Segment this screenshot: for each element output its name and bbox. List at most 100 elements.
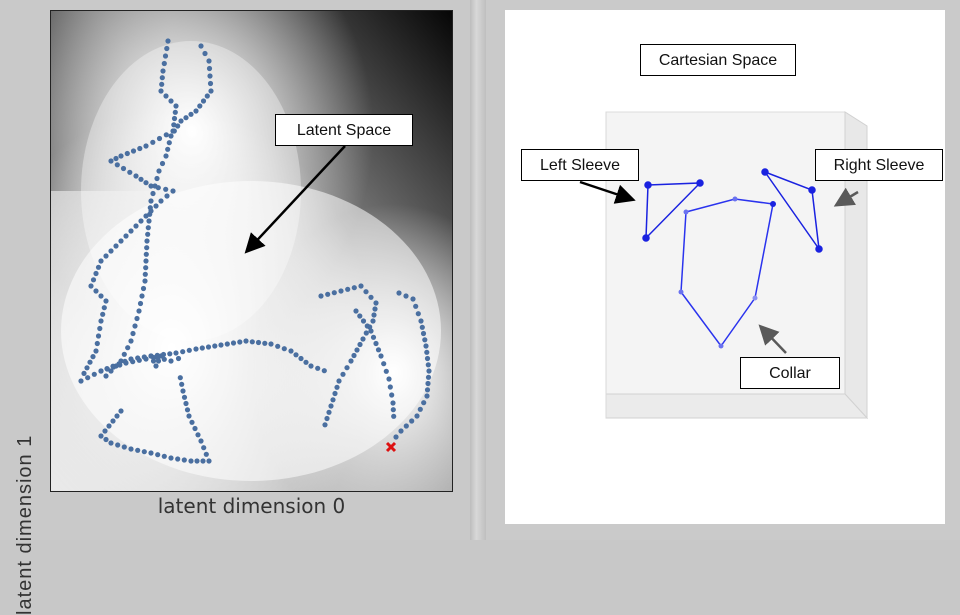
latent-space-callout: Latent Space <box>275 114 413 146</box>
latent-point <box>202 50 208 57</box>
latent-point <box>179 381 185 387</box>
latent-point <box>410 296 416 302</box>
latent-point <box>363 289 369 295</box>
latent-point <box>224 341 230 347</box>
latent-point <box>414 413 420 419</box>
latent-point <box>186 347 192 353</box>
latent-point <box>108 440 114 446</box>
latent-point <box>124 150 130 157</box>
cartesian-title-callout: Cartesian Space <box>640 44 796 76</box>
latent-point <box>118 153 124 159</box>
latent-point <box>423 343 429 349</box>
latent-point <box>424 355 431 362</box>
latent-point <box>150 358 157 364</box>
latent-point <box>372 306 378 312</box>
latent-point <box>178 118 184 124</box>
latent-point <box>321 368 327 374</box>
latent-point <box>387 384 393 390</box>
latent-point <box>180 388 186 394</box>
latent-point <box>396 290 402 296</box>
latent-point <box>368 328 374 334</box>
latent-point <box>303 359 309 365</box>
latent-point <box>143 143 149 149</box>
latent-point <box>143 356 149 362</box>
latent-point <box>308 363 314 369</box>
latent-point <box>133 223 139 229</box>
box-bottom-face <box>605 393 869 419</box>
latent-point <box>103 436 109 443</box>
latent-point <box>98 433 104 439</box>
latent-point <box>115 442 121 448</box>
latent-point <box>171 128 177 134</box>
latent-point <box>121 351 127 357</box>
latent-point <box>137 145 143 152</box>
latent-point <box>133 173 139 179</box>
latent-point <box>218 342 224 348</box>
latent-point <box>348 358 354 364</box>
latent-point <box>206 58 212 64</box>
latent-point <box>175 456 181 462</box>
latent-point <box>102 428 108 434</box>
latent-point <box>137 300 144 307</box>
latent-point <box>418 318 424 324</box>
latent-point <box>98 293 104 299</box>
latent-point <box>389 392 395 398</box>
latent-point <box>390 400 396 406</box>
latent-point <box>419 324 425 330</box>
latent-point <box>334 384 340 390</box>
right-sleeve-shape <box>761 168 823 253</box>
latent-point <box>204 93 210 99</box>
latent-point <box>158 88 164 94</box>
latent-point <box>368 294 374 300</box>
x-axis-label: latent dimension 0 <box>157 494 346 518</box>
latent-point <box>144 245 150 251</box>
latent-point <box>173 103 179 109</box>
latent-point <box>85 375 91 381</box>
latent-point <box>128 228 134 234</box>
latent-point <box>141 449 147 455</box>
latent-point <box>168 358 174 364</box>
latent-point <box>330 397 336 403</box>
latent-point <box>358 283 364 289</box>
latent-point <box>163 153 169 159</box>
latent-point <box>114 162 120 168</box>
latent-point <box>375 347 382 353</box>
latent-point <box>288 348 294 354</box>
latent-point <box>326 409 332 415</box>
latent-point <box>117 362 123 368</box>
latent-point <box>183 400 189 407</box>
latent-point <box>193 346 199 352</box>
latent-point <box>163 186 169 192</box>
collar-label: Collar <box>740 357 840 389</box>
latent-point <box>293 352 299 358</box>
latent-point <box>148 450 154 456</box>
latent-point <box>97 325 103 332</box>
latent-point <box>183 115 189 121</box>
latent-point <box>165 38 171 44</box>
latent-point <box>164 193 170 199</box>
latent-point <box>103 298 109 304</box>
latent-point <box>344 365 350 371</box>
latent-point <box>207 73 213 79</box>
latent-point <box>275 343 281 349</box>
latent-point <box>140 285 147 292</box>
left-sleeve-label: Left Sleeve <box>521 149 639 181</box>
latent-point <box>332 390 338 397</box>
latent-point <box>108 248 114 254</box>
latent-point <box>148 198 154 204</box>
latent-point <box>180 349 186 355</box>
latent-point <box>175 355 182 362</box>
latent-point <box>78 378 84 384</box>
latent-point <box>93 348 99 354</box>
latent-point <box>324 415 330 422</box>
latent-point <box>153 203 159 209</box>
latent-point <box>135 447 141 453</box>
latent-point <box>255 339 262 346</box>
latent-point <box>94 340 100 347</box>
latent-point <box>371 312 377 318</box>
latent-point <box>147 205 153 211</box>
latent-point <box>118 408 124 414</box>
latent-point <box>188 458 194 464</box>
latent-point <box>98 318 104 324</box>
latent-point <box>165 146 171 152</box>
